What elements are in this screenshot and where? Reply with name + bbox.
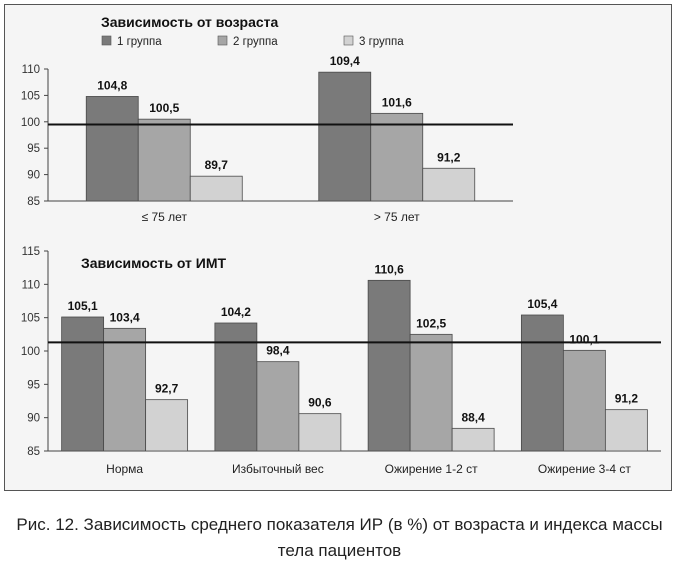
data-label-2-2-3: 90,6 bbox=[308, 396, 332, 410]
y-tick-label-2-115: 115 bbox=[22, 246, 40, 258]
y-tick-label-1-85: 85 bbox=[27, 196, 40, 208]
y-tick-label-1-90: 90 bbox=[27, 170, 40, 182]
bar-2-4-3 bbox=[604, 409, 648, 452]
category-label-2-4: Ожирение 3-4 ст bbox=[538, 462, 631, 476]
data-label-1-2-2: 101,6 bbox=[382, 95, 412, 109]
bar-2-1-2 bbox=[103, 327, 147, 452]
y-tick-label-1-105: 105 bbox=[21, 90, 40, 102]
bar-1-1-3 bbox=[189, 175, 243, 202]
legend-swatch-3 bbox=[343, 35, 354, 46]
data-label-1-2-1: 109,4 bbox=[330, 54, 360, 68]
data-label-1-1-1: 104,8 bbox=[97, 78, 127, 92]
data-label-2-1-2: 103,4 bbox=[110, 310, 140, 324]
y-tick-label-1-100: 100 bbox=[21, 117, 40, 129]
bar-1-2-1 bbox=[318, 71, 372, 202]
data-label-2-1-3: 92,7 bbox=[155, 382, 179, 396]
y-tick-label-2-95: 95 bbox=[27, 379, 40, 391]
data-label-2-4-3: 91,2 bbox=[615, 392, 639, 406]
y-tick-label-2-85: 85 bbox=[27, 446, 40, 458]
bar-2-2-1 bbox=[214, 322, 258, 452]
category-label-2-3: Ожирение 1-2 ст bbox=[385, 462, 478, 476]
data-label-1-1-3: 89,7 bbox=[205, 158, 229, 172]
y-tick-label-2-110: 110 bbox=[22, 279, 40, 291]
category-label-1-2: > 75 лет bbox=[374, 210, 420, 224]
data-label-2-2-1: 104,2 bbox=[221, 305, 251, 319]
legend-label-1: 1 группа bbox=[117, 36, 162, 48]
charts-canvas: Зависимость от возраста 1 группа 2 группа 3… bbox=[21, 14, 661, 476]
bar-2-2-2 bbox=[256, 361, 300, 452]
data-label-2-3-2: 102,5 bbox=[416, 316, 446, 330]
data-label-2-1-1: 105,1 bbox=[68, 299, 98, 313]
bar-1-1-2 bbox=[137, 118, 191, 202]
data-label-2-3-3: 88,4 bbox=[461, 410, 485, 424]
y-tick-label-2-105: 105 bbox=[21, 313, 40, 325]
figure-caption: Рис. 12. Зависимость среднего показателя… bbox=[16, 515, 663, 560]
bar-2-3-2 bbox=[409, 333, 453, 452]
bar-1-2-3 bbox=[422, 167, 476, 202]
data-label-2-4-2: 100,1 bbox=[569, 332, 599, 346]
y-tick-label-1-95: 95 bbox=[27, 143, 40, 155]
chart-title-2: Зависимость от ИМТ bbox=[81, 255, 227, 271]
y-tick-label-1-110: 110 bbox=[22, 64, 40, 76]
bar-2-2-3 bbox=[298, 413, 342, 452]
chart-title-1: Зависимость от возраста bbox=[101, 14, 279, 30]
bar-2-1-3 bbox=[145, 399, 189, 452]
data-label-2-3-1: 110,6 bbox=[374, 262, 404, 276]
legend-swatch-1 bbox=[101, 35, 112, 46]
category-label-1-1: ≤ 75 лет bbox=[142, 210, 188, 224]
bar-2-3-1 bbox=[367, 279, 411, 452]
bar-1-2-2 bbox=[370, 112, 424, 202]
data-label-2-2-2: 98,4 bbox=[266, 344, 290, 358]
legend-label-3: 3 группа bbox=[359, 36, 404, 48]
bar-1-1-1 bbox=[85, 96, 139, 202]
bar-2-3-3 bbox=[451, 427, 495, 452]
y-tick-label-2-100: 100 bbox=[21, 346, 40, 358]
data-label-2-4-1: 105,4 bbox=[527, 297, 557, 311]
bar-2-1-1 bbox=[61, 316, 105, 452]
figure-frame: Зависимость от возраста 1 группа 2 группа 3… bbox=[4, 4, 672, 491]
legend-label-2: 2 группа bbox=[233, 36, 278, 48]
category-label-2-2: Избыточный вес bbox=[232, 462, 324, 476]
data-label-1-1-2: 100,5 bbox=[149, 101, 179, 115]
legend-swatch-2 bbox=[217, 35, 228, 46]
data-label-1-2-3: 91,2 bbox=[437, 150, 461, 164]
category-label-2-1: Норма bbox=[106, 462, 143, 476]
bar-2-4-1 bbox=[520, 314, 564, 452]
bar-2-4-2 bbox=[562, 349, 606, 452]
y-tick-label-2-90: 90 bbox=[27, 413, 40, 425]
